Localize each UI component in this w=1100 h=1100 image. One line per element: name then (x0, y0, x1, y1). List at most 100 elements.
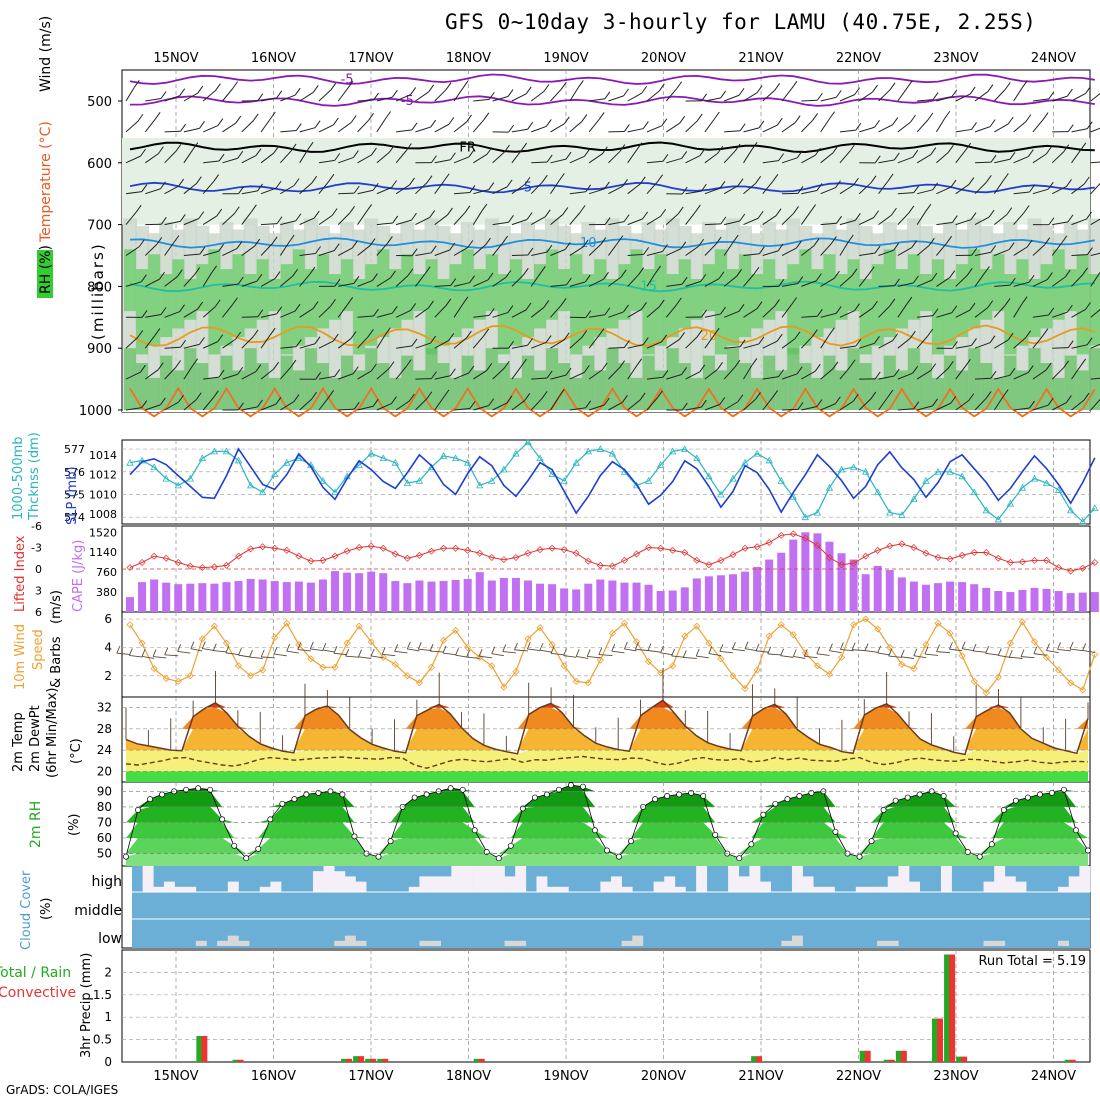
rh-point (652, 796, 659, 803)
wind-barb-flag (617, 235, 624, 243)
wind-barb-flag (257, 399, 263, 408)
wind-barb-10m-flag (803, 649, 808, 657)
wind-barb-10m-flag (708, 646, 713, 654)
wind-speed-point (765, 632, 773, 640)
wind-barb (550, 248, 566, 256)
wind-speed-point (512, 667, 520, 676)
thickness-point (1042, 479, 1051, 487)
wind-barb-flag (932, 398, 938, 407)
wind-barb-flag (469, 185, 476, 193)
wind-barb (704, 187, 721, 195)
wind-barb (1052, 311, 1068, 318)
wind-barb (183, 149, 194, 164)
wind-barb-flag (1007, 116, 1014, 125)
isotherm--5 (129, 73, 1095, 85)
precip-total-bar (377, 1058, 384, 1062)
wind-barb-flag (443, 173, 450, 182)
wind-barb (1032, 404, 1049, 411)
cape-bar (946, 581, 955, 612)
cape-bar (982, 587, 991, 612)
wind-barb (376, 96, 393, 102)
cape-bar (885, 570, 894, 612)
thickness-point (198, 454, 207, 462)
wind-barb (434, 305, 447, 318)
wind-barb (781, 247, 797, 256)
wind-barb-flag (199, 246, 206, 255)
wind-barb-flag (623, 304, 629, 313)
li-point (295, 552, 303, 560)
wind-barb-flag (854, 303, 860, 311)
wind-barb-flag (656, 390, 663, 399)
wind-speed-point (669, 662, 677, 670)
wind-barb (685, 336, 698, 349)
wind-barb-flag (371, 147, 377, 156)
wind-barb-flag (213, 174, 220, 182)
rh-point (916, 791, 923, 798)
wind-speed-point (645, 658, 653, 666)
wind-barb (878, 249, 894, 256)
li-point (922, 549, 930, 557)
wind-barb-flag (157, 146, 164, 154)
wind-barb-flag (1027, 149, 1034, 157)
wind-barb-flag (1048, 91, 1055, 100)
wind-barb (839, 94, 855, 102)
wind-barb (724, 130, 741, 133)
temp-band (126, 700, 1088, 708)
wind-barb-10m-flag (1046, 643, 1050, 651)
li-point (813, 541, 821, 549)
wind-barb (241, 190, 258, 195)
wind-barb (743, 149, 753, 164)
rh-band-high (944, 355, 957, 410)
wind-barb (1013, 246, 1028, 256)
wind-barb-flag (1021, 296, 1028, 305)
wind-barb-flag (217, 334, 224, 342)
wind-barb (260, 152, 275, 164)
wind-speed-point (452, 626, 460, 634)
wind-barb (801, 154, 816, 164)
rh-band-high (365, 264, 378, 346)
wind-barb-flag (448, 333, 455, 341)
cape-bar (294, 581, 303, 612)
cloud-high-bar (557, 886, 569, 892)
rh-point (856, 853, 863, 860)
li-point (717, 556, 725, 564)
wind-speed-point (391, 660, 399, 668)
wind-barb-10m-flag (345, 648, 350, 657)
wind-barb-flag (411, 248, 418, 257)
li-point (319, 556, 327, 564)
wind-barb-flag (906, 296, 913, 305)
date-tick-bottom: 16NOV (251, 1069, 296, 1084)
wind-speed-point (898, 660, 906, 668)
wind-barb-10m (539, 649, 553, 653)
thickness-point (958, 472, 966, 480)
wind-barb-10m-flag (611, 643, 616, 652)
wind-barb (473, 279, 489, 287)
ylabel-cape: CAPE (J/kg) (71, 540, 86, 612)
wind-barb (299, 252, 316, 256)
wind-barb (897, 408, 914, 411)
cape-bar (391, 581, 400, 612)
wind-barb-flag (816, 183, 823, 191)
date-tick-top: 24NOV (1031, 51, 1076, 66)
rh-point (976, 853, 983, 860)
wind-barb-10m-flag (695, 648, 700, 657)
temp-band (126, 707, 1088, 729)
wind-barb (1013, 212, 1025, 225)
wind-barb (723, 185, 739, 195)
wind-barb-flag (269, 111, 276, 120)
wind-barb-flag (141, 310, 148, 318)
date-tick-bottom: 22NOV (836, 1069, 881, 1084)
isotherm--5 (129, 95, 1095, 107)
wind-barb-flag (581, 330, 588, 338)
wind-barb-flag (832, 145, 839, 154)
wind-barb-flag (928, 237, 935, 246)
cloud-high-bar (760, 881, 771, 892)
precip-total-bar (932, 1018, 939, 1062)
rh-band-high (751, 274, 764, 329)
wind-barb-flag (273, 361, 280, 370)
wind-barb (588, 153, 603, 164)
wind-barb-flag (1027, 365, 1034, 373)
wind-barb-10m (1046, 650, 1059, 654)
wind-barb-flag (965, 142, 972, 151)
wind-barb-flag (700, 399, 707, 408)
